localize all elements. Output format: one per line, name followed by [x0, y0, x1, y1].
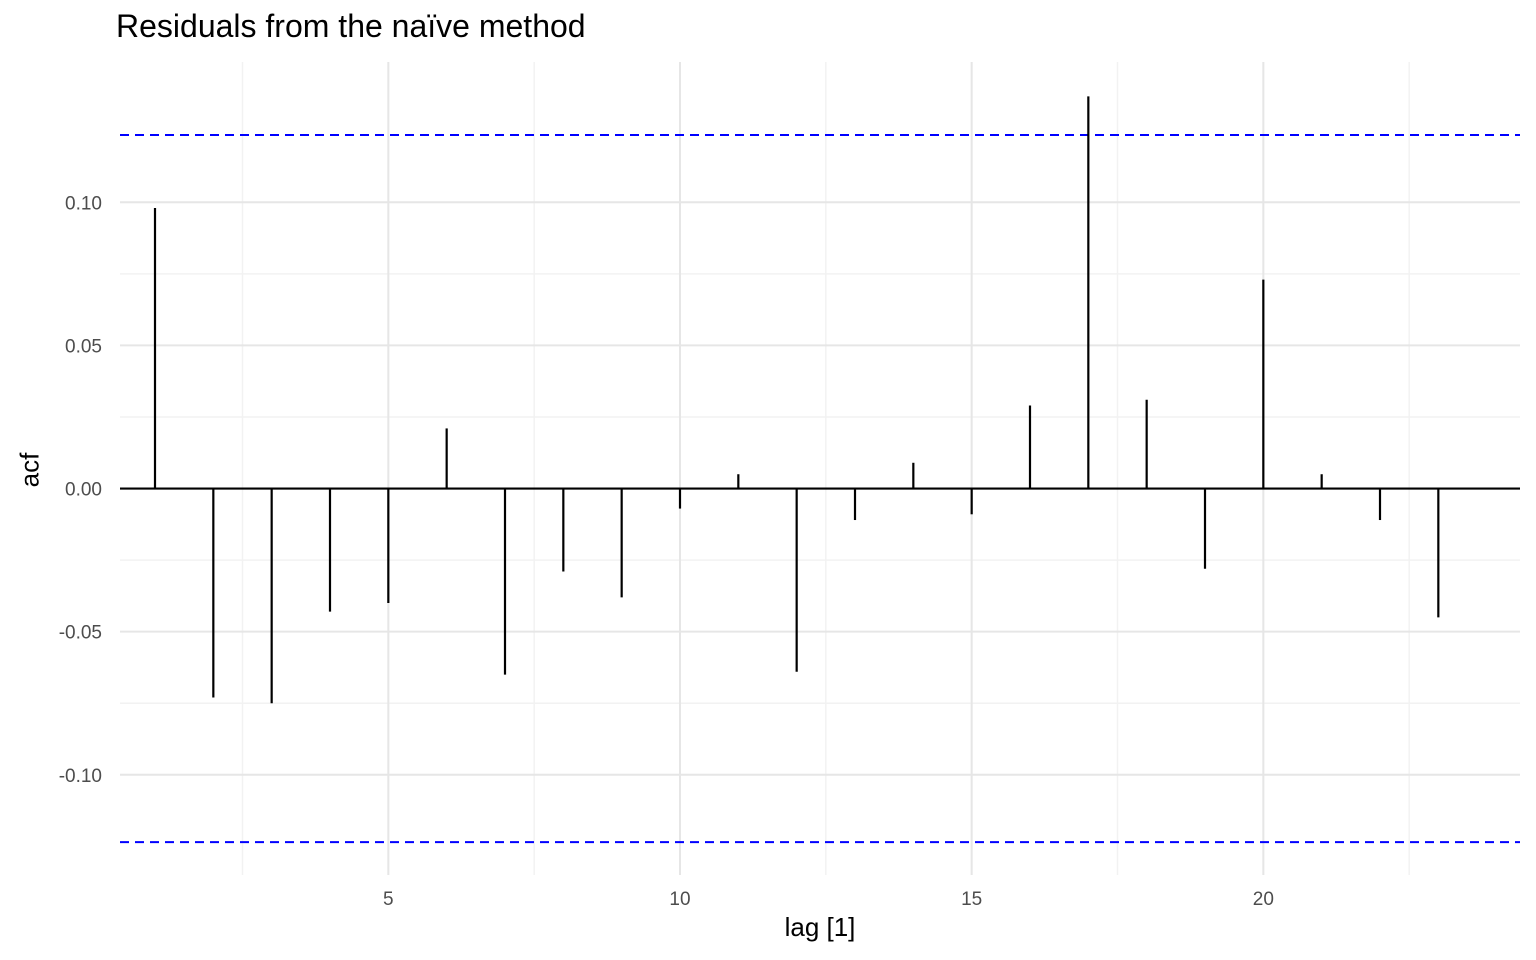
x-tick-label: 20 — [1253, 889, 1274, 910]
y-tick-label: 0.05 — [65, 336, 102, 357]
x-tick-label: 10 — [669, 889, 690, 910]
chart-title: Residuals from the naïve method — [116, 8, 586, 44]
x-tick-label: 15 — [961, 889, 982, 910]
y-tick-label: 0.10 — [65, 193, 102, 214]
y-tick-label: -0.05 — [59, 623, 102, 644]
y-tick-label: 0.00 — [65, 480, 102, 501]
y-tick-label: -0.10 — [59, 766, 102, 787]
acf-bars — [153, 96, 1440, 704]
x-axis-label: lag [1] — [784, 912, 856, 942]
minor-gridlines — [120, 62, 1520, 875]
major-gridlines — [120, 62, 1520, 875]
x-tick-labels: 5 10 15 20 — [383, 889, 1274, 910]
confidence-bounds — [120, 133, 1520, 844]
y-axis-label: acf — [14, 452, 45, 488]
y-tick-labels: -0.10 -0.05 0.00 0.05 0.10 — [59, 193, 102, 787]
x-tick-label: 5 — [383, 889, 394, 910]
